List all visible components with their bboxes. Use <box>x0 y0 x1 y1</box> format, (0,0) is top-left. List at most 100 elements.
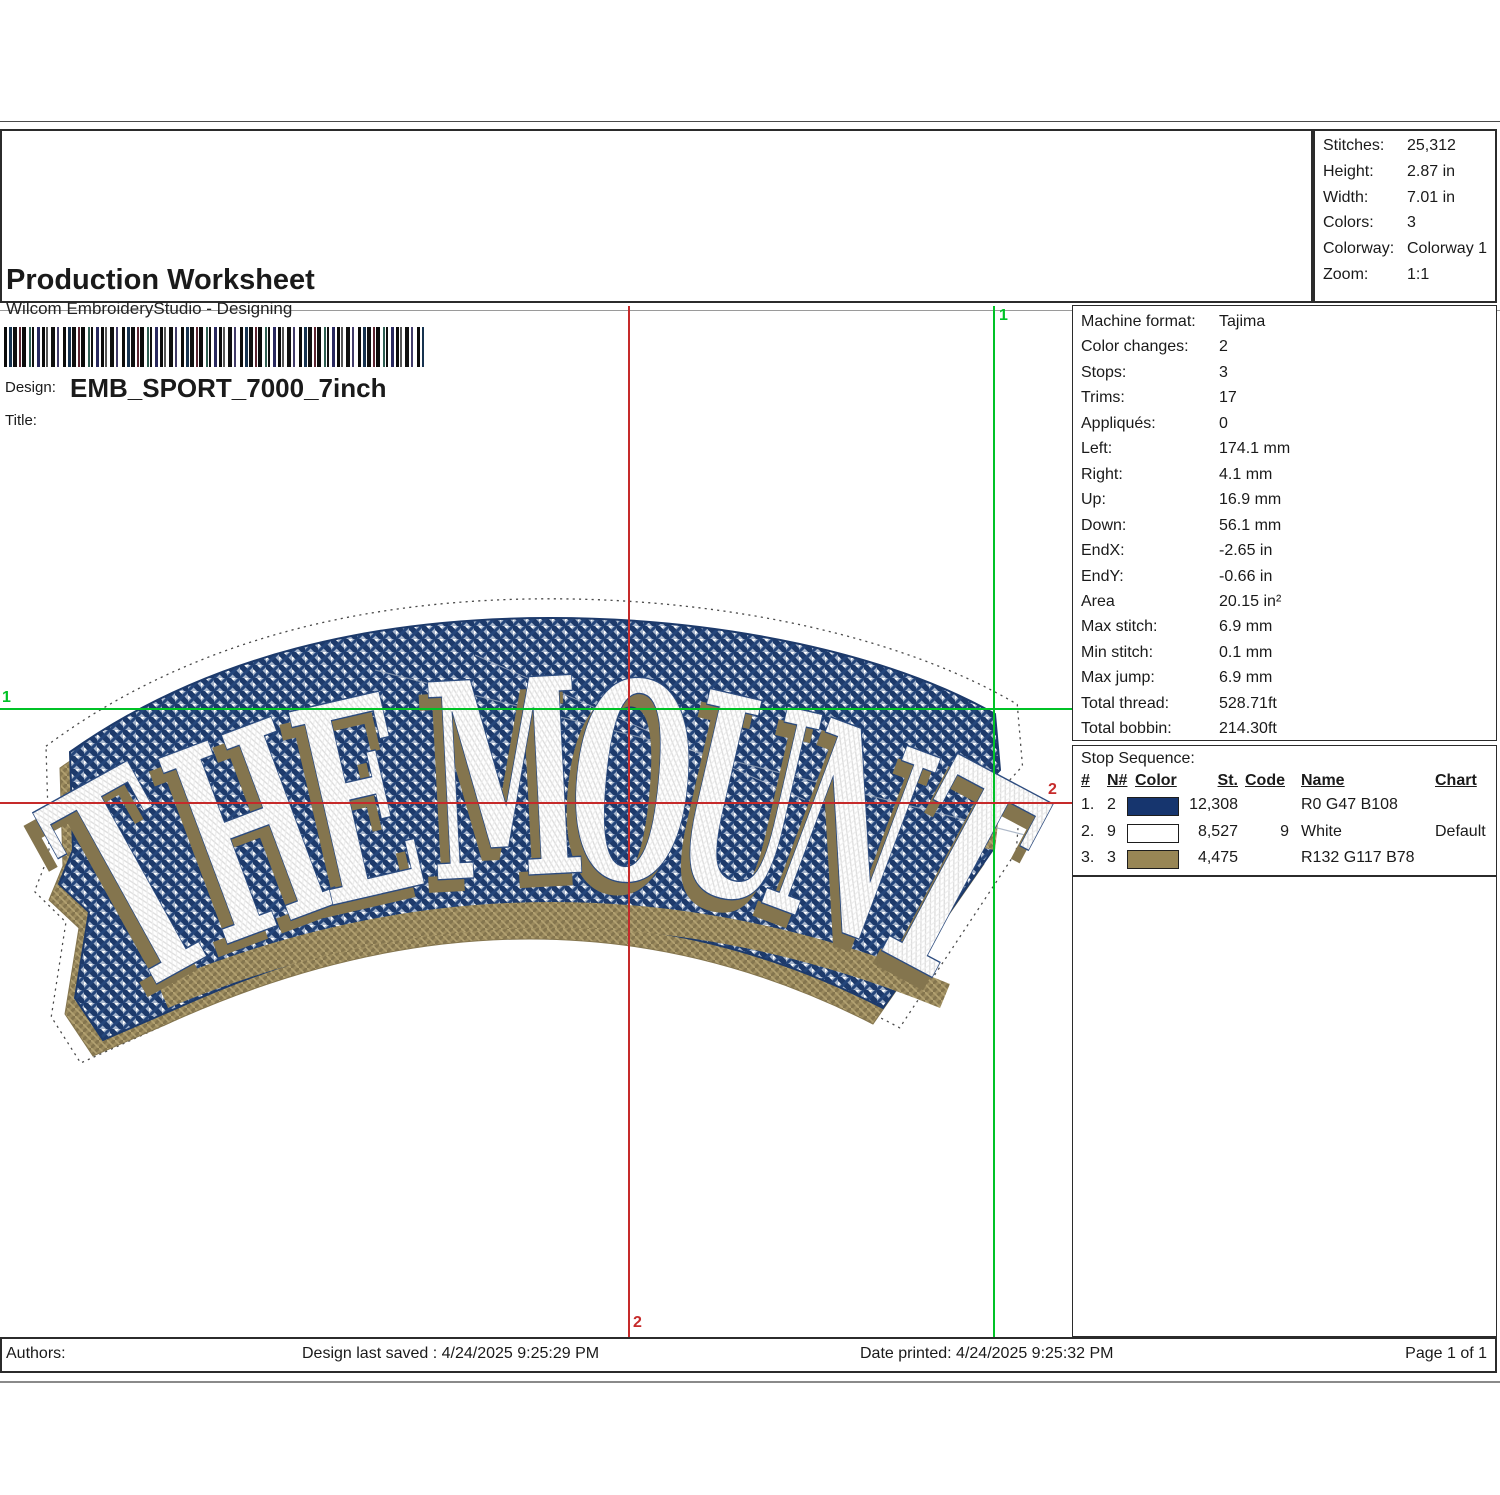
info-value: 20.15 in² <box>1219 592 1282 610</box>
stop-row-number: 3. <box>1081 849 1095 866</box>
tan-bottom-band <box>157 902 950 1009</box>
info-value: 1:1 <box>1407 266 1430 283</box>
info-label: EndX: <box>1081 542 1125 560</box>
info-value: 6.9 mm <box>1219 618 1273 636</box>
info-value: 0.1 mm <box>1219 643 1273 661</box>
page-top-rule <box>0 121 1500 122</box>
page-title: Production Worksheet <box>6 264 315 296</box>
page-indicator: Page 1 of 1 <box>1405 1345 1487 1362</box>
info-label: Appliqués: <box>1081 414 1156 432</box>
info-label: Up: <box>1081 491 1106 509</box>
info-label: Down: <box>1081 516 1127 534</box>
info-value: Tajima <box>1219 313 1266 330</box>
thread-color-swatch <box>1127 850 1179 869</box>
jump-stitch-line <box>474 654 806 801</box>
title-label: Title: <box>5 412 37 429</box>
info-value: -0.66 in <box>1219 567 1273 585</box>
info-value: Colorway 1 <box>1407 240 1488 258</box>
stop-row-stitches: 8,527 <box>1197 822 1238 840</box>
info-label: Machine format: <box>1081 313 1196 330</box>
stop-sequence-title: Stop Sequence: <box>1081 750 1195 767</box>
col-header-name: Name <box>1301 772 1345 789</box>
info-value: 3 <box>1219 363 1228 381</box>
footer-bar: Authors: Design last saved : 4/24/2025 9… <box>0 1337 1497 1373</box>
green-guide-horizontal[interactable] <box>0 708 1072 710</box>
info-label: Width: <box>1323 188 1369 206</box>
stop-row-name: R0 G47 B108 <box>1301 796 1398 813</box>
info-label: Height: <box>1323 162 1374 180</box>
info-label: Stops: <box>1081 363 1127 381</box>
info-value: 4.1 mm <box>1219 465 1273 483</box>
design-name: EMB_SPORT_7000_7inch <box>70 373 387 403</box>
info-label: Right: <box>1081 465 1123 483</box>
info-label: Color changes: <box>1081 338 1189 356</box>
info-label: Area <box>1081 592 1115 610</box>
info-value: -2.65 in <box>1219 542 1273 560</box>
design-label: Design: <box>5 379 56 396</box>
design-letter: M <box>419 618 592 946</box>
stop-row-number: 1. <box>1081 796 1095 813</box>
thread-color-swatch <box>1127 823 1179 843</box>
info-label: Total thread: <box>1081 694 1170 712</box>
design-letter: O <box>555 619 708 949</box>
machine-info-box: Machine format: Tajima Color changes: 2 Stop… <box>1072 305 1497 741</box>
red-horizontal-guide-label: 2 <box>1048 781 1057 798</box>
info-value: 2 <box>1219 338 1228 356</box>
thread-color-swatch <box>1127 797 1179 816</box>
info-value: 0 <box>1219 414 1228 432</box>
red-guide-horizontal[interactable] <box>0 802 1072 804</box>
info-value: 214.30ft <box>1219 720 1277 738</box>
info-label: Max jump: <box>1081 669 1155 687</box>
notes-empty-box <box>1072 876 1497 1337</box>
stop-row-needle: 2 <box>1107 796 1116 813</box>
info-label: Min stitch: <box>1081 643 1154 661</box>
info-label: Max stitch: <box>1081 618 1158 636</box>
info-label: Trims: <box>1081 389 1125 407</box>
stop-row-needle: 9 <box>1107 822 1116 840</box>
info-label: Total bobbin: <box>1081 720 1172 738</box>
authors-label: Authors: <box>6 1345 66 1362</box>
design-last-saved: Design last saved : 4/24/2025 9:25:29 PM <box>302 1345 600 1362</box>
info-value: 56.1 mm <box>1219 516 1282 534</box>
stop-row-needle: 3 <box>1107 849 1116 866</box>
info-value: 2.87 in <box>1407 162 1456 180</box>
stop-row-stitches: 4,475 <box>1197 849 1238 866</box>
info-value: 17 <box>1219 389 1237 407</box>
date-printed: Date printed: 4/24/2025 9:25:32 PM <box>860 1345 1114 1362</box>
red-vertical-guide-label: 2 <box>633 1314 642 1331</box>
green-vertical-guide-label: 1 <box>999 307 1008 324</box>
info-label: Zoom: <box>1323 266 1369 283</box>
stop-row-code: 9 <box>1280 822 1289 840</box>
info-label: Stitches: <box>1323 137 1385 154</box>
col-header-st: St. <box>1217 772 1238 789</box>
summary-box: Stitches: 25,312 Height: 2.87 in Width: 7.01 … <box>1313 129 1497 303</box>
info-value: 25,312 <box>1407 137 1456 154</box>
stop-sequence-box: Stop Sequence: # N# Color St. Code Name … <box>1072 745 1497 876</box>
tan-right-notch <box>965 805 1000 850</box>
stop-row-stitches: 12,308 <box>1189 796 1238 813</box>
page-bottom-rule <box>0 1381 1500 1383</box>
design-letter: M <box>410 631 583 959</box>
info-value: 3 <box>1407 214 1416 232</box>
col-header-n: N# <box>1107 772 1128 789</box>
info-label: Left: <box>1081 440 1113 458</box>
design-letter: O <box>546 632 699 962</box>
info-label: EndY: <box>1081 567 1124 585</box>
red-guide-vertical[interactable] <box>628 306 630 1337</box>
stop-row-number: 2. <box>1081 822 1095 840</box>
col-header-color: Color <box>1135 772 1177 789</box>
info-value: 528.71ft <box>1219 694 1277 712</box>
stop-row-name: White <box>1301 822 1342 840</box>
design-area-top-rule <box>0 310 1500 311</box>
col-header-code: Code <box>1245 772 1285 789</box>
stop-row-chart: Default <box>1435 822 1486 840</box>
green-horizontal-guide-label: 1 <box>2 689 11 706</box>
jump-stitch-line <box>374 669 1026 836</box>
stop-row-name: R132 G117 B78 <box>1301 849 1415 866</box>
design-barcode <box>4 327 424 367</box>
green-guide-vertical[interactable] <box>993 306 995 1337</box>
info-value: 16.9 mm <box>1219 491 1282 509</box>
